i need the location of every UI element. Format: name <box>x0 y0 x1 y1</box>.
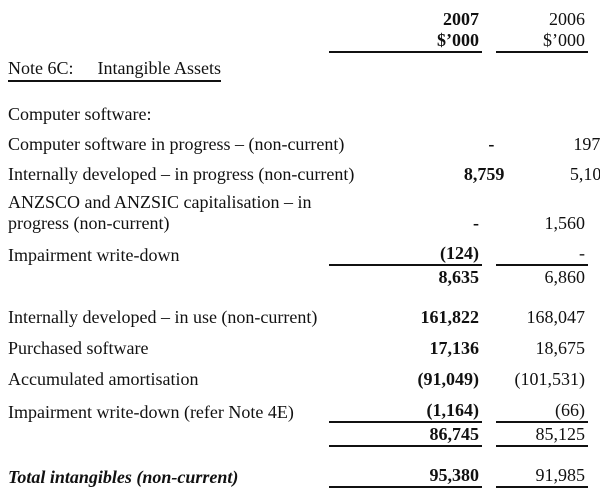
subtotal-row: 86,745 85,125 <box>8 424 588 447</box>
row-value-2006: 5,103 <box>569 164 600 184</box>
row-value-2007: 161,822 <box>420 307 480 327</box>
row-label-line-2: progress (non-current) <box>8 213 170 233</box>
row-value-2007: - <box>488 134 495 154</box>
row-value-2006: 168,047 <box>526 307 586 327</box>
table-row: Accumulated amortisation (91,049) (101,5… <box>8 369 588 390</box>
row-label: Internally developed – in use (non-curre… <box>8 307 318 327</box>
table-row: Internally developed – in use (non-curre… <box>8 307 588 328</box>
note-title: Note 6C: Intangible Assets <box>8 59 221 82</box>
row-value-2006: 85,125 <box>496 424 588 447</box>
row-value-2007: 86,745 <box>329 424 482 447</box>
row-value-2006: 197 <box>573 134 600 154</box>
table-row: Purchased software 17,136 18,675 <box>8 338 588 359</box>
row-value-2007: 8,759 <box>463 164 505 184</box>
row-label: Total intangibles (non-current) <box>8 467 239 487</box>
row-value-2006: 1,560 <box>544 213 586 233</box>
subtotal-row: 8,635 6,860 <box>8 267 588 288</box>
row-value-2006: 91,985 <box>496 465 588 488</box>
row-label: ANZSCO and ANZSIC capitalisation – in pr… <box>8 192 329 234</box>
row-value-2006: - <box>496 243 588 266</box>
table-row: Computer software in progress – (non-cur… <box>8 134 600 155</box>
table-row-section-heading: Computer software: <box>8 104 588 125</box>
row-value-2006: 18,675 <box>535 338 586 358</box>
row-value-2007: (124) <box>329 243 482 266</box>
row-value-2006: (66) <box>496 400 588 423</box>
unit-2007-header: $’000 <box>329 30 482 53</box>
table-row: Impairment write-down (124) - <box>8 243 588 266</box>
row-label-line-1: ANZSCO and ANZSIC capitalisation – in <box>8 192 312 212</box>
row-value-2006: (101,531) <box>514 369 586 389</box>
table-row: ANZSCO and ANZSIC capitalisation – in pr… <box>8 192 588 234</box>
column-unit-header: $’000 $’000 <box>8 30 588 53</box>
row-value-2007: - <box>473 213 479 233</box>
total-row: Total intangibles (non-current) 95,380 9… <box>8 465 588 488</box>
row-value-2007: (1,164) <box>329 400 482 423</box>
year-2007-header: 2007 <box>443 9 479 29</box>
row-label: Computer software in progress – (non-cur… <box>8 134 345 154</box>
column-year-header: 2007 2006 <box>8 9 588 30</box>
row-value-2007: (91,049) <box>417 369 480 389</box>
row-label: Purchased software <box>8 338 149 358</box>
row-label: Impairment write-down <box>8 245 180 265</box>
row-value-2007: 95,380 <box>329 465 482 488</box>
note-name: Intangible Assets <box>97 58 222 78</box>
row-value-2007: 17,136 <box>429 338 480 358</box>
table-row: Internally developed – in progress (non-… <box>8 164 600 185</box>
unit-2006-header: $’000 <box>496 30 588 53</box>
row-label: Internally developed – in progress (non-… <box>8 164 355 184</box>
note-title-row: Note 6C: Intangible Assets <box>8 53 588 82</box>
row-value-2006: 6,860 <box>544 267 586 287</box>
note-reference: Note 6C: <box>8 58 74 78</box>
row-label: Impairment write-down (refer Note 4E) <box>8 402 294 422</box>
row-label: Accumulated amortisation <box>8 369 199 389</box>
row-label: Computer software: <box>8 104 152 124</box>
row-value-2007: 8,635 <box>438 267 480 287</box>
year-2006-header: 2006 <box>549 9 585 29</box>
table-row: Impairment write-down (refer Note 4E) (1… <box>8 400 588 423</box>
